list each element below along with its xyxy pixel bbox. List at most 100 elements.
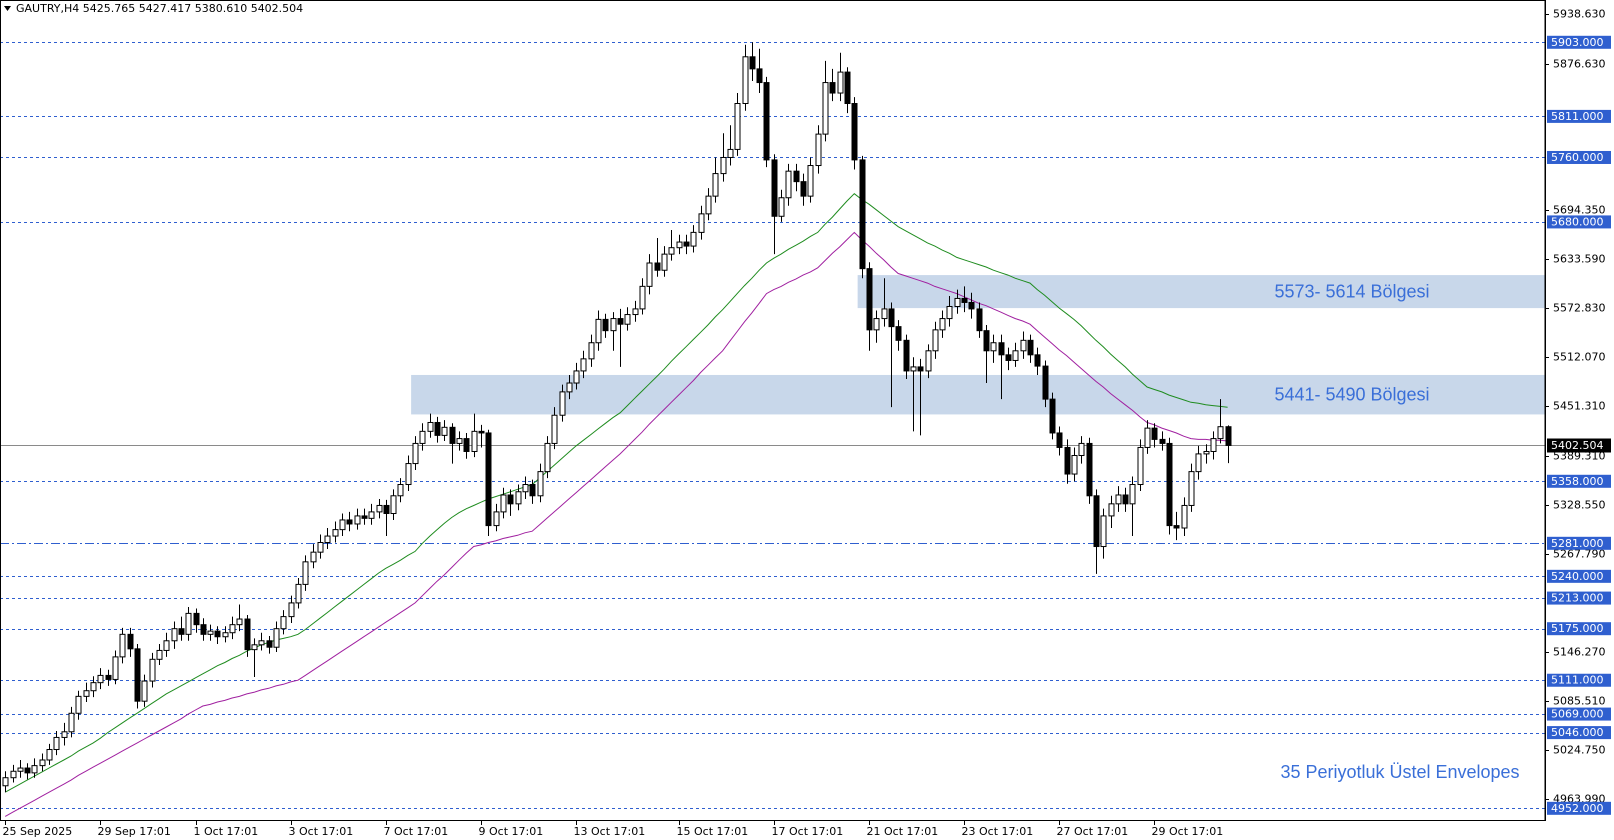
candle-body xyxy=(193,612,200,626)
candle-body xyxy=(1195,453,1202,473)
level-label: 5213.000 xyxy=(1551,592,1604,605)
candle-body xyxy=(185,612,192,635)
candle-body xyxy=(10,770,17,779)
candle-body xyxy=(639,285,646,310)
y-tick-label: 5694.350 xyxy=(1553,204,1606,217)
level-label-box xyxy=(1547,726,1611,740)
candle-body xyxy=(1078,442,1085,457)
candle-body xyxy=(178,628,185,635)
y-tick-label: 5633.590 xyxy=(1553,253,1606,266)
x-tick-label: 17 Oct 17:01 xyxy=(772,825,844,838)
candle-body xyxy=(632,308,639,316)
candle-body xyxy=(859,159,866,270)
candle-body xyxy=(661,253,668,271)
candle-body xyxy=(354,515,361,525)
level-label: 5680.000 xyxy=(1551,215,1604,228)
level-label-box xyxy=(1547,707,1611,721)
candle-body xyxy=(1012,350,1019,361)
zone xyxy=(411,374,1545,415)
candle-body xyxy=(97,674,104,684)
x-tick-label: 3 Oct 17:01 xyxy=(289,825,354,838)
candle-body xyxy=(515,491,522,505)
candle-body xyxy=(141,680,148,702)
candle-body xyxy=(771,159,778,217)
candle-body xyxy=(1064,446,1071,475)
candle-body xyxy=(1173,525,1180,529)
candle-body xyxy=(324,535,331,544)
x-tick-label: 29 Sep 17:01 xyxy=(98,825,171,838)
candle-body xyxy=(419,430,426,444)
candle-body xyxy=(778,197,785,217)
candle-body xyxy=(624,314,631,325)
zone-label: 5573- 5614 Bölgesi xyxy=(1274,281,1429,301)
candle-body xyxy=(968,301,975,310)
candle-body xyxy=(1115,494,1122,505)
candle-body xyxy=(207,630,214,635)
candle-body xyxy=(1086,442,1093,497)
candle-body xyxy=(1108,503,1115,517)
candle-body xyxy=(822,82,829,135)
candle-body xyxy=(668,247,675,255)
candle-body xyxy=(383,504,390,515)
candle-body xyxy=(1210,438,1217,452)
level-label: 5281.000 xyxy=(1551,537,1604,550)
zone xyxy=(857,275,1545,309)
candle-body xyxy=(793,170,800,183)
candle-body xyxy=(873,318,880,331)
candle-body xyxy=(1217,426,1224,440)
candle-body xyxy=(456,438,463,444)
y-tick-label: 5512.070 xyxy=(1553,351,1606,364)
candle-body xyxy=(441,426,448,436)
candle-body xyxy=(368,511,375,519)
candle-body xyxy=(829,82,836,94)
candle-body xyxy=(537,471,544,497)
level-label: 5111.000 xyxy=(1551,674,1604,687)
candle-body xyxy=(112,656,119,680)
zone-label: 5441- 5490 Bölgesi xyxy=(1274,384,1429,404)
candle-body xyxy=(427,421,434,432)
candle-body xyxy=(1159,438,1166,444)
candle-body xyxy=(75,695,82,714)
candle-body xyxy=(397,484,404,497)
candle-body xyxy=(646,262,653,287)
chart-title: GAUTRY,H4 5425.765 5427.417 5380.610 540… xyxy=(16,2,303,15)
candle-body xyxy=(61,731,68,738)
candle-body xyxy=(1151,427,1158,440)
candle-body xyxy=(83,690,90,697)
level-label-box xyxy=(1547,622,1611,636)
y-tick-label: 5451.310 xyxy=(1553,400,1606,413)
y-tick-label: 5572.830 xyxy=(1553,302,1606,315)
candle-body xyxy=(105,674,112,680)
envelope-line xyxy=(4,231,1228,817)
candle-body xyxy=(602,318,609,332)
candle-body xyxy=(295,583,302,604)
candle-body xyxy=(90,682,97,692)
level-label: 5046.000 xyxy=(1551,726,1604,739)
y-tick-label: 5328.550 xyxy=(1553,499,1606,512)
candle-body xyxy=(1042,365,1049,400)
candle-body xyxy=(46,749,53,761)
candle-body xyxy=(39,759,46,767)
candle-body xyxy=(720,156,727,175)
candle-body xyxy=(434,421,441,436)
annotation: 35 Periyotluk Üstel Envelopes xyxy=(1280,762,1519,782)
y-tick-label: 5938.630 xyxy=(1553,8,1606,21)
candle-body xyxy=(785,170,792,199)
candle-body xyxy=(676,241,683,249)
candle-body xyxy=(1020,339,1027,352)
candle-body xyxy=(31,765,38,774)
candle-body xyxy=(1034,354,1041,367)
x-tick-label: 23 Oct 17:01 xyxy=(962,825,1034,838)
candle-body xyxy=(412,442,419,465)
candle-body xyxy=(1056,432,1063,448)
candle-body xyxy=(800,181,807,197)
symbol-menu-arrow xyxy=(4,6,11,11)
candle-body xyxy=(229,624,236,634)
candle-body xyxy=(500,494,507,513)
candle-body xyxy=(903,339,910,372)
candle-body xyxy=(698,213,705,233)
level-label: 5903.000 xyxy=(1551,36,1604,49)
candle-body xyxy=(200,624,207,635)
y-tick-label: 5876.630 xyxy=(1553,58,1606,71)
